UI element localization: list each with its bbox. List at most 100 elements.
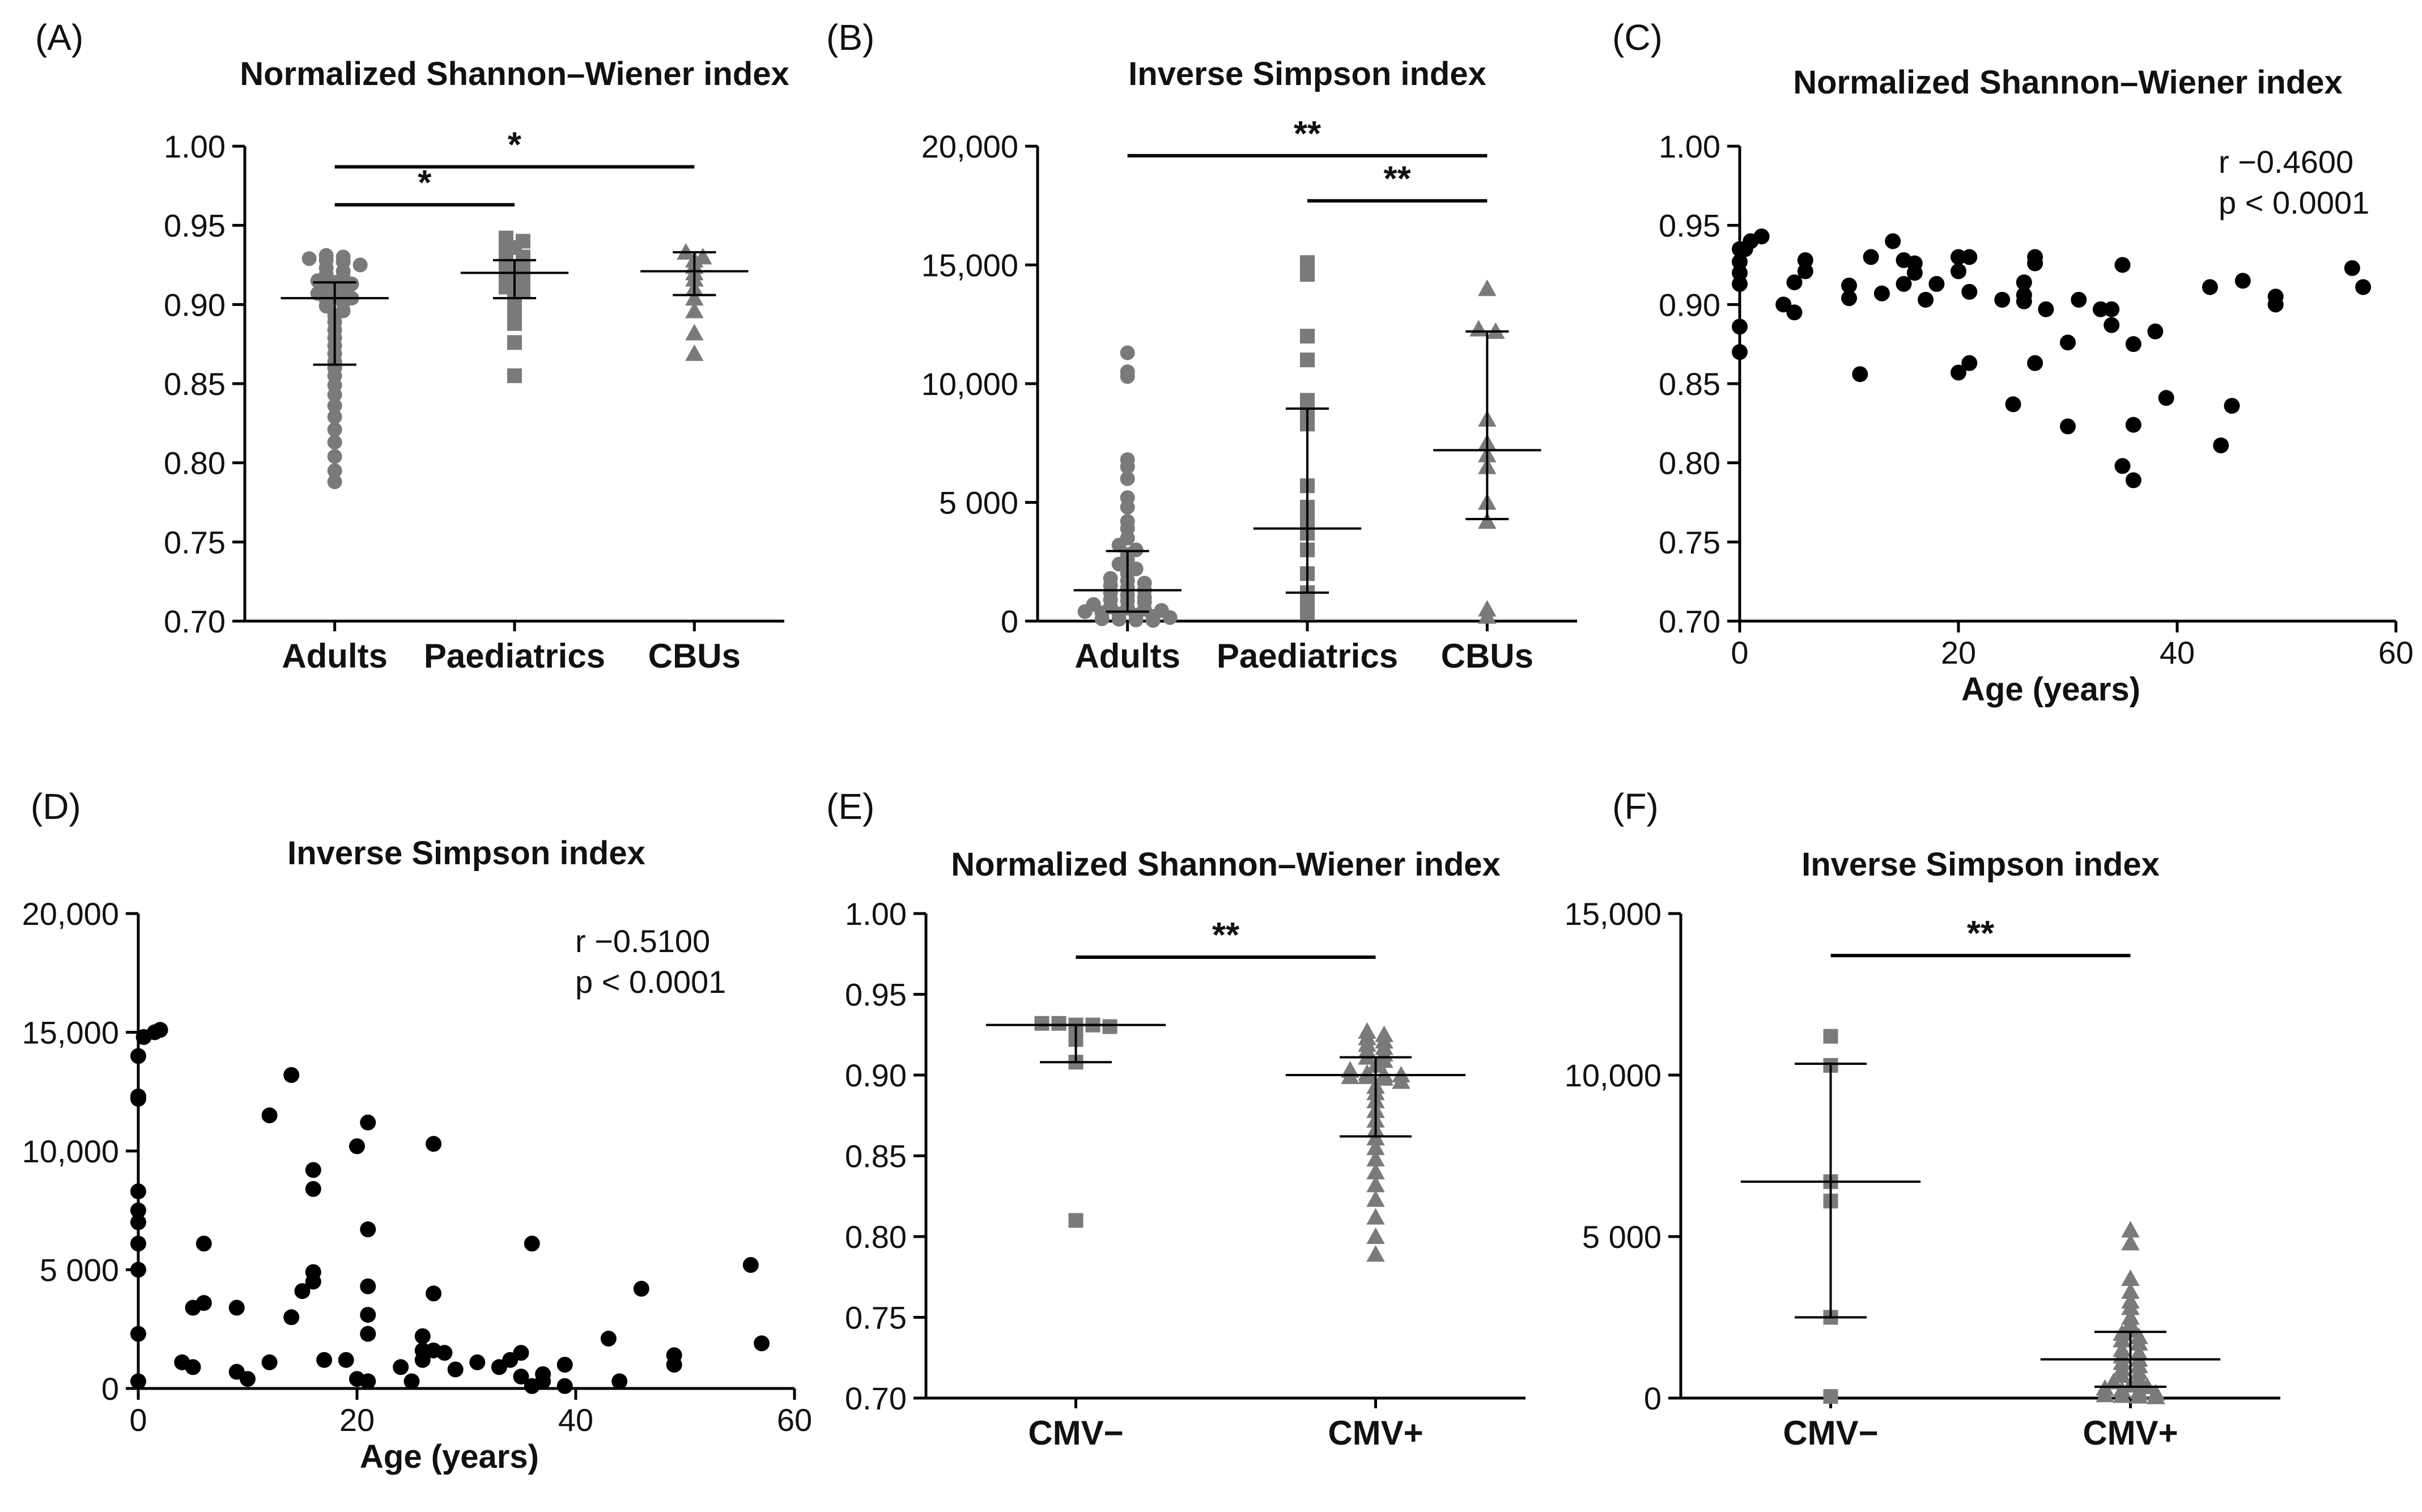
panel-f: (F) Inverse Simpson index 0 5 000 10,000 15,0… (1565, 786, 2280, 1452)
data-point (1366, 1245, 1385, 1262)
data-point (2114, 458, 2131, 474)
data-point (2016, 274, 2032, 291)
data-point (1366, 1227, 1385, 1244)
data-point (338, 1352, 354, 1368)
data-point (2104, 301, 2120, 317)
y-tick-label: 0.85 (845, 1139, 907, 1174)
y-tick-label: 0.95 (845, 977, 907, 1013)
category-label: CMV− (1783, 1414, 1878, 1452)
y-tick-label: 0.70 (845, 1381, 907, 1416)
data-point (1478, 607, 1497, 624)
data-point (1786, 274, 1803, 291)
data-point (1366, 1208, 1385, 1225)
data-point (2092, 301, 2109, 317)
data-point (240, 1371, 256, 1387)
data-point (2121, 1234, 2140, 1251)
data-point (327, 435, 342, 450)
correlation-p: p < 0.0001 (575, 964, 726, 1000)
data-point (2096, 1386, 2114, 1403)
category-label: CMV+ (1328, 1414, 1423, 1452)
y-tick-label: 0.80 (164, 445, 226, 481)
data-point (2202, 279, 2218, 295)
data-point (1120, 471, 1135, 486)
data-point (1300, 352, 1315, 368)
data-point (1162, 610, 1178, 625)
data-point (1775, 296, 1792, 313)
y-tick-label: 0.70 (1659, 604, 1720, 639)
y-tick-label: 0.85 (1659, 366, 1720, 402)
data-point (2060, 334, 2076, 351)
data-point (1951, 263, 1966, 279)
data-point (2113, 1386, 2131, 1403)
data-point (1823, 1029, 1838, 1044)
panel-label: (B) (826, 17, 874, 58)
data-point (1102, 1019, 1117, 1034)
category-label: CMV+ (2083, 1414, 2178, 1452)
y-tick-label: 1.00 (164, 129, 226, 164)
data-point (2130, 1369, 2148, 1386)
data-point (360, 1373, 376, 1390)
data-point (2125, 417, 2141, 433)
y-tick-label: 1.00 (1659, 129, 1720, 164)
data-point (2121, 1282, 2140, 1299)
data-point (2147, 323, 2164, 339)
data-point (196, 1295, 212, 1311)
x-axis-label: Age (years) (360, 1438, 539, 1475)
data-point (1111, 557, 1127, 572)
data-point (2158, 390, 2174, 406)
data-point (507, 368, 522, 384)
data-point (403, 1373, 420, 1390)
significance-label: ** (1967, 914, 1995, 953)
data-point (1120, 499, 1135, 515)
panel-b: (B) Inverse Simpson index 0 5 000 10,000 15,0… (826, 17, 1577, 675)
panel-label: (A) (35, 17, 83, 58)
data-point (2121, 1298, 2140, 1315)
category-label: Paediatrics (424, 637, 605, 675)
data-point (1873, 285, 1890, 301)
data-point (447, 1361, 464, 1378)
data-point (1951, 364, 1966, 381)
data-point (1120, 345, 1135, 360)
data-point (130, 1048, 146, 1064)
y-tick-label: 1.00 (845, 896, 907, 932)
data-point (2121, 1221, 2140, 1238)
data-point (1051, 1016, 1066, 1031)
data-point (2224, 398, 2240, 414)
category-label: Adults (282, 637, 388, 675)
category-label: Adults (1074, 637, 1180, 675)
data-point (305, 1181, 321, 1197)
panel-title: Normalized Shannon–Wiener index (951, 846, 1501, 883)
data-point (152, 1022, 168, 1038)
data-point (633, 1281, 649, 1297)
data-point (393, 1359, 409, 1375)
data-point (414, 1328, 431, 1344)
data-point (507, 316, 522, 331)
data-point (1732, 253, 1748, 270)
panel-title: Inverse Simpson index (1128, 56, 1486, 92)
data-point (1120, 459, 1135, 474)
category-label: CMV− (1028, 1414, 1123, 1452)
data-point (1961, 283, 1978, 300)
y-tick-label: 0.80 (1659, 445, 1720, 481)
data-point (1145, 613, 1161, 628)
data-point (685, 324, 704, 341)
data-point (524, 1235, 540, 1252)
data-point (1094, 611, 1110, 626)
panel-label: (D) (31, 786, 81, 827)
data-point (685, 344, 704, 361)
data-point (1906, 265, 1923, 281)
y-tick-label: 0.85 (164, 366, 226, 402)
y-tick-label: 5 000 (40, 1252, 119, 1288)
y-tick-label: 0.75 (164, 524, 226, 560)
data-point (130, 1235, 146, 1252)
y-tick-label: 15,000 (1565, 896, 1662, 932)
data-point (327, 398, 342, 414)
scatter-points (1732, 228, 2372, 489)
y-tick-label: 0.95 (164, 208, 226, 244)
data-point (1300, 605, 1315, 621)
y-tick-label: 15,000 (22, 1015, 119, 1051)
data-point (2016, 293, 2032, 309)
data-point (1128, 612, 1144, 627)
y-tick-label: 0.90 (1659, 287, 1720, 322)
data-point (1928, 276, 1945, 292)
